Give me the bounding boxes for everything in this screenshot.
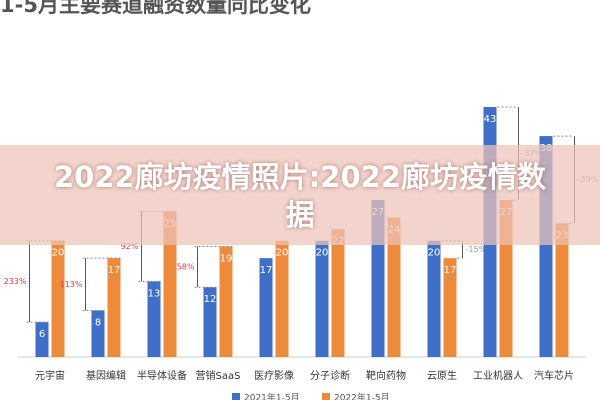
bar bbox=[259, 258, 273, 357]
x-tick-label: 靶向药物 bbox=[366, 369, 406, 382]
bar-label: 17 bbox=[444, 265, 457, 276]
x-tick-label: 半导体设备 bbox=[137, 369, 187, 382]
bar bbox=[427, 240, 441, 357]
x-tick-label: 工业机器人 bbox=[473, 369, 523, 382]
legend-label: 2021年1-5月 bbox=[244, 392, 300, 400]
x-tick-label: 分子诊断 bbox=[310, 369, 350, 382]
bar-label: 8 bbox=[95, 317, 101, 328]
bar-label: 20 bbox=[52, 248, 65, 259]
bar bbox=[107, 258, 121, 357]
bar bbox=[275, 240, 289, 357]
overlay-text: 2022廊坊疫情照片:2022廊坊疫情数据 bbox=[53, 160, 547, 232]
legend-swatch bbox=[232, 393, 240, 400]
bar-label: 17 bbox=[260, 265, 273, 276]
change-label: 58% bbox=[177, 262, 195, 271]
bar bbox=[387, 217, 401, 357]
bar bbox=[51, 240, 65, 357]
bar bbox=[91, 310, 105, 357]
bar-label: 13 bbox=[148, 288, 161, 299]
bar-label: 19 bbox=[220, 254, 233, 265]
bar bbox=[443, 258, 457, 357]
bar bbox=[219, 246, 233, 357]
x-tick-label: 营销SaaS bbox=[196, 369, 241, 382]
bar bbox=[147, 281, 161, 357]
bar bbox=[203, 287, 217, 357]
bar-label: 6 bbox=[39, 329, 45, 340]
legend-label: 2022年1-5月 bbox=[334, 392, 390, 400]
x-tick-label: 基因编辑 bbox=[86, 369, 126, 382]
x-tick-label: 元宇宙 bbox=[35, 369, 65, 382]
legend-swatch bbox=[322, 393, 330, 400]
bar-label: 43 bbox=[484, 114, 497, 125]
bar bbox=[555, 223, 569, 357]
bar bbox=[35, 322, 49, 357]
bar bbox=[331, 229, 345, 357]
bar-label: 20 bbox=[428, 248, 441, 259]
bar-label: 12 bbox=[204, 294, 217, 305]
bar bbox=[315, 240, 329, 357]
x-tick-label: 云原生 bbox=[427, 369, 457, 382]
change-label: 92% bbox=[121, 242, 139, 251]
change-label: -15% bbox=[466, 245, 487, 254]
bar bbox=[163, 211, 177, 357]
change-label: 113% bbox=[60, 280, 83, 289]
overlay-band bbox=[0, 145, 600, 245]
chart-title: 1-5月主要赛道融资数量同比变化 bbox=[0, 0, 311, 17]
change-label: 233% bbox=[4, 277, 27, 286]
bar-label: 20 bbox=[276, 248, 289, 259]
bar-label: 17 bbox=[108, 265, 121, 276]
x-tick-label: 汽车芯片 bbox=[534, 369, 574, 382]
bar-label: 20 bbox=[316, 248, 329, 259]
x-tick-label: 医疗影像 bbox=[254, 369, 294, 382]
